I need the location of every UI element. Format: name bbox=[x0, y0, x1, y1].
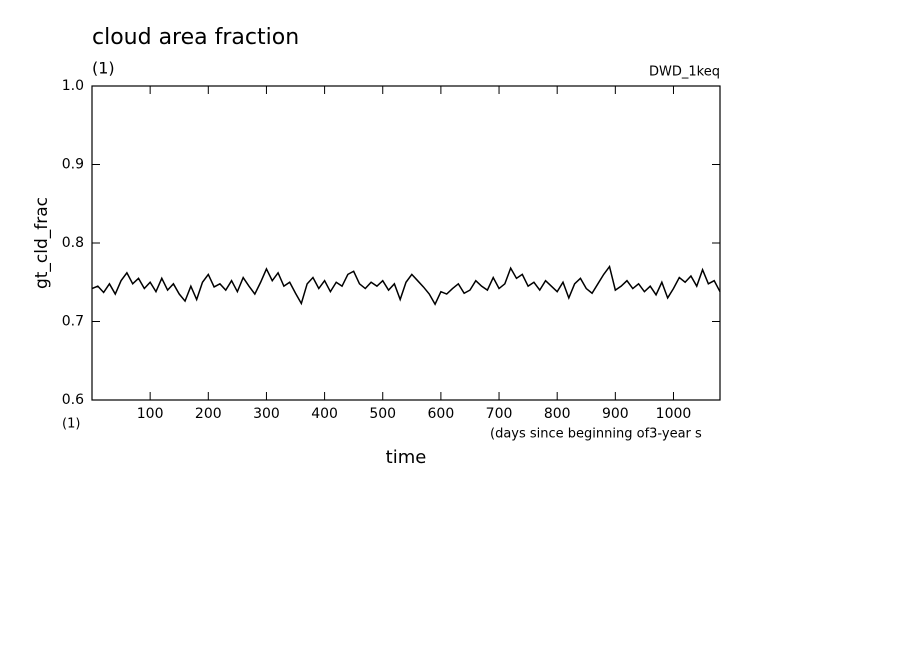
x-units: (1) bbox=[62, 417, 80, 432]
y-tick-label: 0.6 bbox=[62, 392, 84, 408]
x-tick-label: 500 bbox=[369, 406, 396, 422]
y-tick-label: 0.7 bbox=[62, 314, 84, 330]
x-tick-label: 100 bbox=[137, 406, 164, 422]
data-line bbox=[91, 264, 721, 306]
x-axis-label: time bbox=[386, 447, 427, 468]
x-tick-label: 700 bbox=[486, 406, 513, 422]
x-tick-label: 1000 bbox=[656, 406, 692, 422]
chart-title: cloud area fraction bbox=[92, 25, 299, 50]
x-tick-label: 200 bbox=[195, 406, 222, 422]
x-tick-label: 300 bbox=[253, 406, 280, 422]
x-tick-label: 900 bbox=[602, 406, 629, 422]
x-tick-label: 400 bbox=[311, 406, 338, 422]
x-tick-label: 800 bbox=[544, 406, 571, 422]
y-tick-label: 0.8 bbox=[62, 235, 84, 251]
units: (1) bbox=[92, 59, 115, 78]
y-axis-label: gt_cld_frac bbox=[32, 197, 52, 289]
y-tick-label: 1.0 bbox=[62, 78, 84, 94]
x-label-note: (days since beginning of3-year s bbox=[490, 427, 702, 442]
plot-frame bbox=[91, 85, 721, 401]
x-tick-label: 600 bbox=[428, 406, 455, 422]
y-tick-label: 0.9 bbox=[62, 157, 84, 173]
run-label: DWD_1keq bbox=[649, 65, 720, 80]
